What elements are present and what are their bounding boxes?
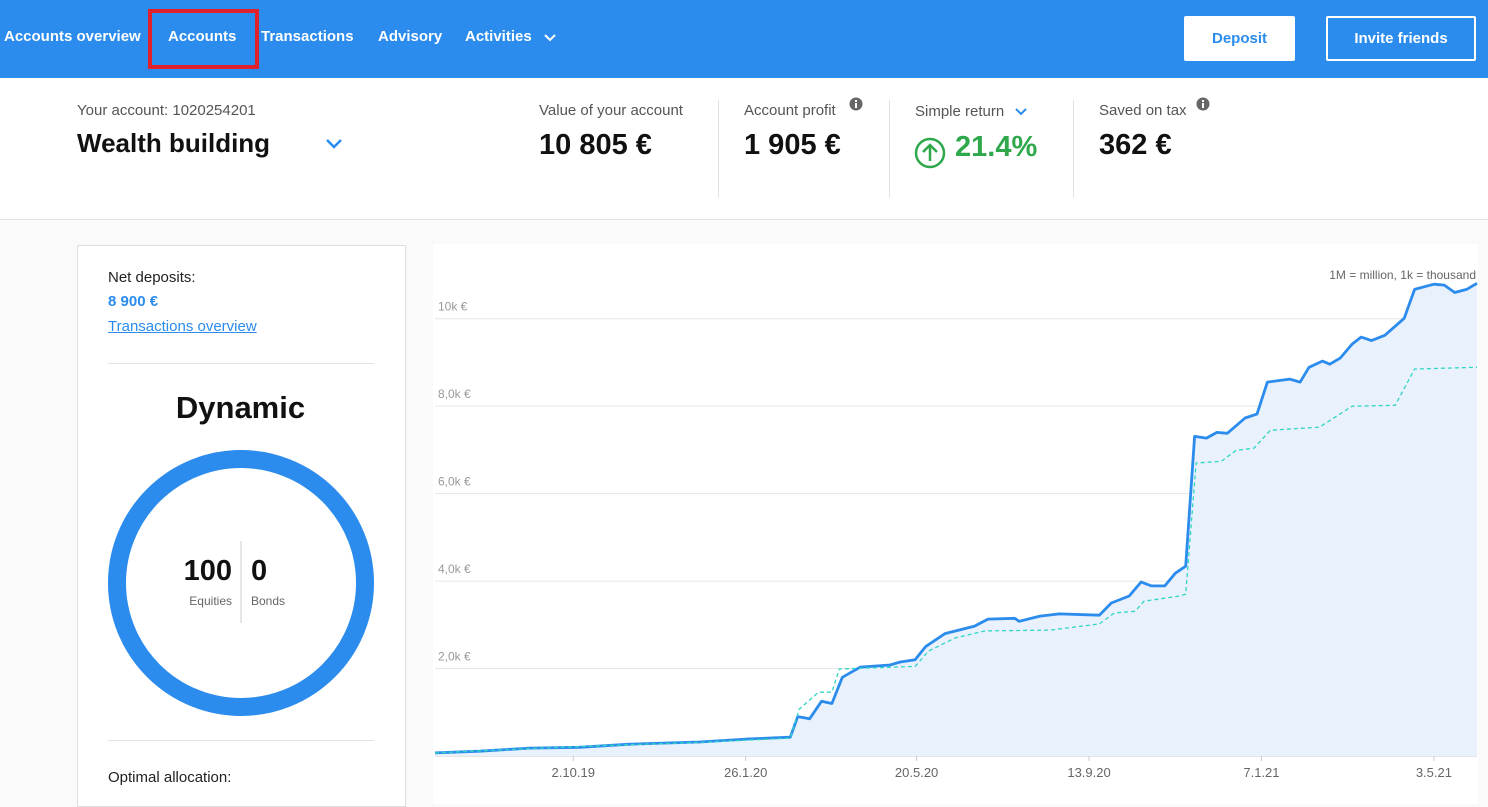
- net-deposits-label: Net deposits:: [108, 269, 196, 286]
- account-name[interactable]: Wealth building: [77, 128, 271, 158]
- account-label: Your account: 1020254201: [77, 102, 256, 119]
- account-header: [0, 78, 1488, 220]
- separator: [718, 100, 719, 198]
- chevron[interactable]: [1014, 107, 1028, 117]
- invite-button[interactable]: Invite friends: [1326, 16, 1476, 61]
- stat-value: 1 905 €: [744, 129, 841, 161]
- chevron[interactable]: [324, 137, 344, 151]
- divider: [108, 740, 374, 741]
- nav-item[interactable]: Accounts: [168, 28, 237, 45]
- stat-label: Account profit: [744, 102, 836, 119]
- divider: [108, 363, 374, 364]
- y-tick-label: 8,0k €: [438, 387, 471, 401]
- strategy-name: Dynamic: [175, 390, 306, 425]
- stat-label: Saved on tax: [1099, 102, 1187, 119]
- line: [434, 366, 1478, 754]
- stat-value: 362 €: [1099, 129, 1172, 161]
- nav-item[interactable]: Accounts overview: [4, 28, 141, 45]
- stat-label: Value of your account: [539, 102, 683, 119]
- stat-value: 10 805 €: [539, 129, 652, 161]
- x-tick-label: 13.9.20: [1067, 765, 1110, 780]
- info-icon[interactable]: [849, 97, 863, 111]
- nav-item[interactable]: Transactions: [261, 28, 354, 45]
- line: [434, 282, 1478, 755]
- top-nav: Accounts overview Accounts Transactions …: [0, 0, 1488, 78]
- bonds-label: Bonds: [251, 594, 285, 608]
- transactions-link[interactable]: Transactions overview: [108, 318, 257, 335]
- chart-note: 1M = million, 1k = thousand: [1329, 268, 1476, 282]
- equities-value: 100: [184, 555, 232, 587]
- y-tick-label: 10k €: [438, 300, 468, 314]
- x-tick-label: 3.5.21: [1416, 765, 1452, 780]
- stat-value: 21.4%: [955, 131, 1038, 163]
- nav-item[interactable]: Activities: [465, 28, 532, 45]
- chevron: [544, 34, 556, 42]
- equities-label: Equities: [189, 594, 232, 608]
- x-tick-label: 7.1.21: [1243, 765, 1279, 780]
- x-tick-label: 2.10.19: [552, 765, 595, 780]
- up-icon: [914, 137, 946, 169]
- x-tick-label: 20.5.20: [895, 765, 938, 780]
- donut-ring: [108, 450, 374, 716]
- y-tick-label: 2,0k €: [438, 650, 471, 664]
- nav-item[interactable]: Advisory: [378, 28, 443, 45]
- bonds-value: 0: [251, 555, 267, 587]
- separator: [1073, 100, 1074, 198]
- y-tick-label: 4,0k €: [438, 562, 471, 576]
- net-deposits-value: 8 900 €: [108, 293, 159, 310]
- deposit-button[interactable]: Deposit: [1184, 16, 1295, 61]
- x-tick-label: 26.1.20: [724, 765, 767, 780]
- optimal-label: Optimal allocation:: [108, 769, 232, 786]
- highlight-box: [148, 9, 259, 69]
- separator: [889, 100, 890, 198]
- stat-label[interactable]: Simple return: [915, 103, 1005, 120]
- area: [435, 283, 1477, 756]
- y-tick-label: 6,0k €: [438, 475, 471, 489]
- info-icon[interactable]: [1196, 97, 1210, 111]
